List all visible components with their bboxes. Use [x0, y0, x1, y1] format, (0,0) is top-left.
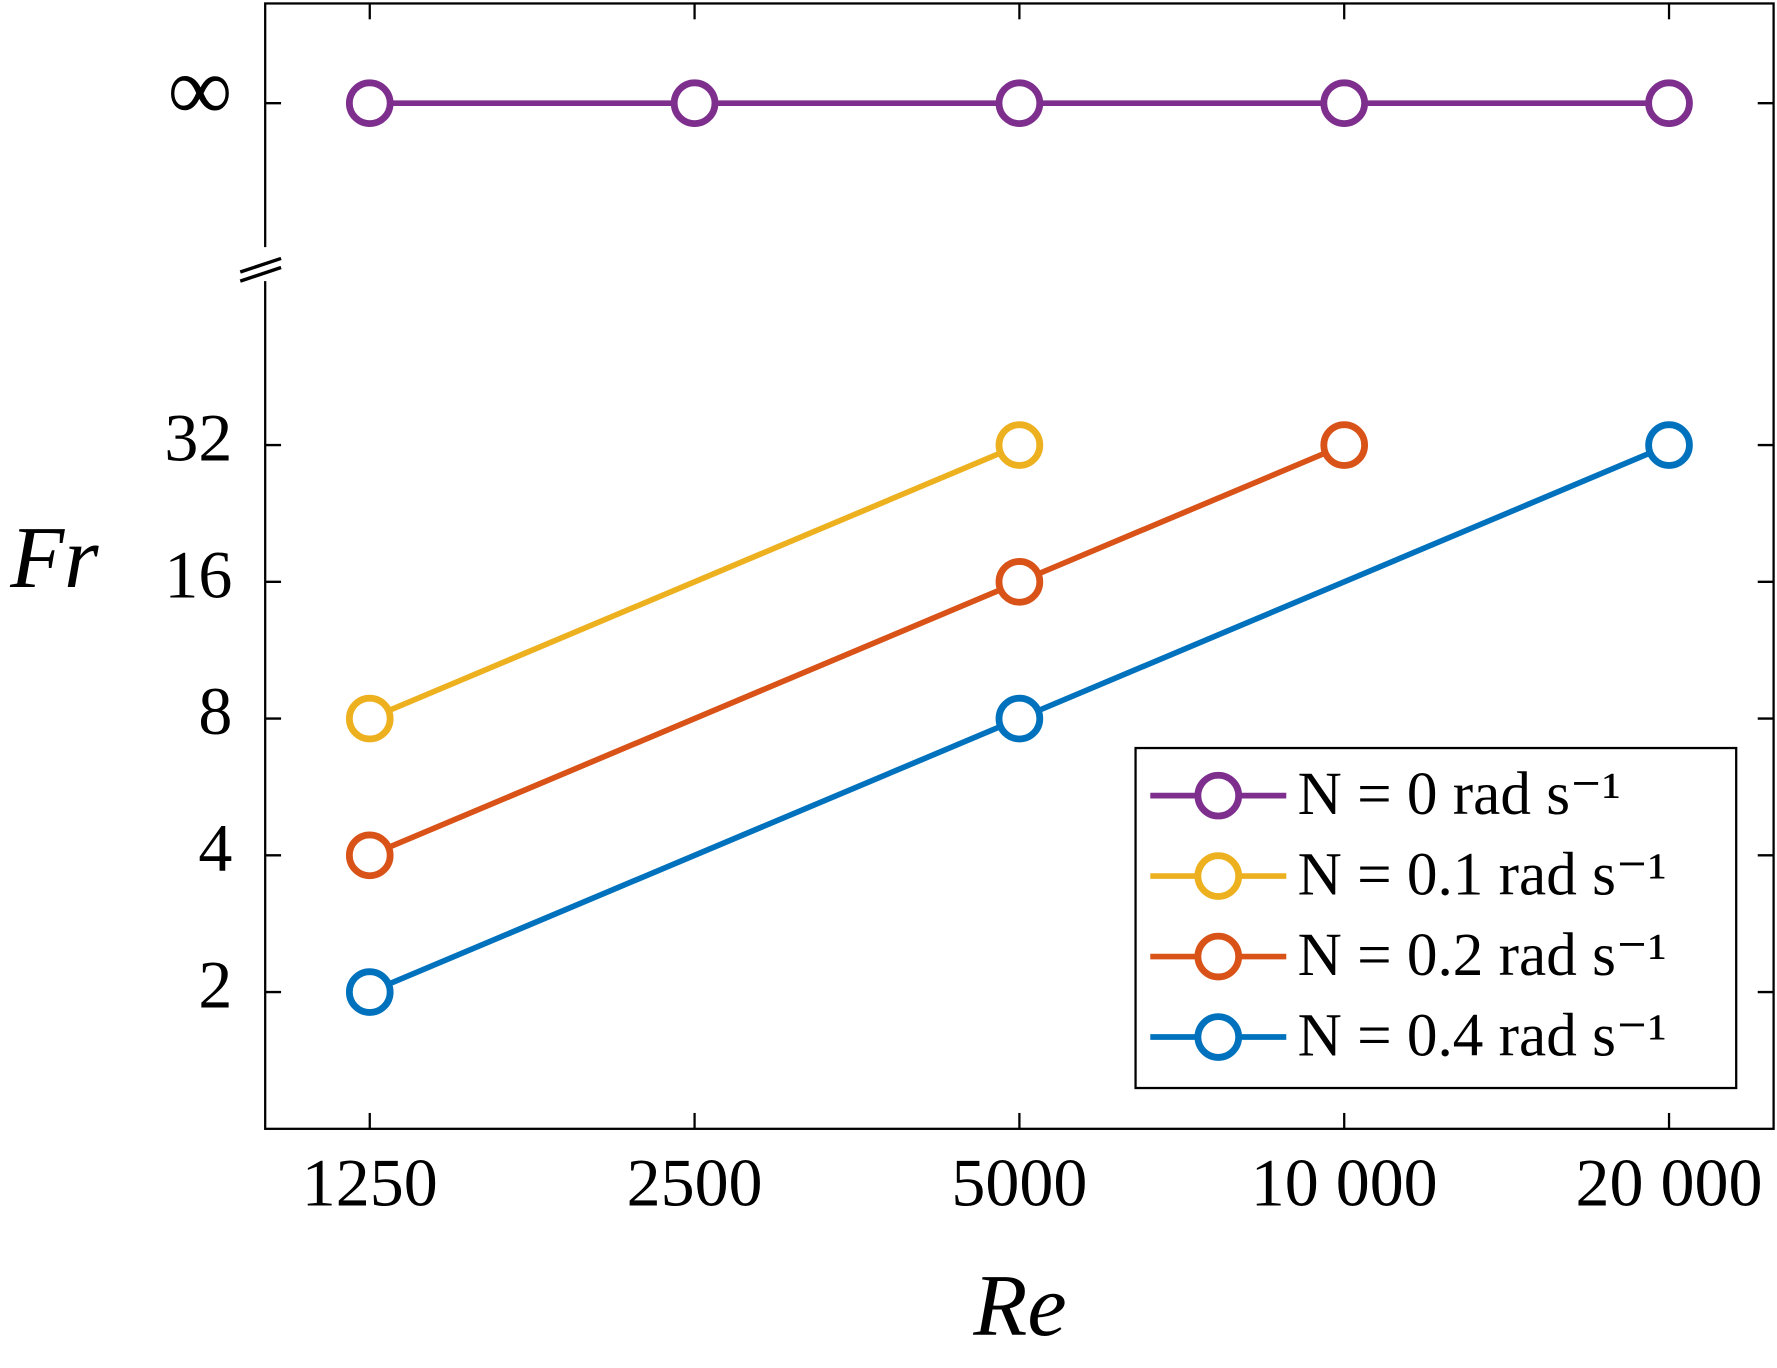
- marker: [995, 79, 1044, 127]
- y-tick-label: 16: [164, 536, 232, 612]
- y-axis-label: Fr: [9, 509, 99, 607]
- marker: [345, 79, 394, 127]
- marker: [1645, 421, 1693, 469]
- y-tick-label: 4: [198, 810, 232, 886]
- series-line: [368, 442, 1021, 722]
- legend-label: N = 0 rad s⁻¹: [1298, 760, 1621, 828]
- legend-label: N = 0.1 rad s⁻¹: [1298, 841, 1667, 909]
- y-tick-label: 2: [198, 947, 232, 1023]
- legend-label: N = 0.4 rad s⁻¹: [1298, 1002, 1667, 1070]
- marker: [995, 558, 1044, 606]
- legend-marker: [1194, 771, 1243, 820]
- x-tick-label: 20 000: [1576, 1145, 1763, 1221]
- marker: [995, 694, 1044, 743]
- y-tick-label: 32: [164, 400, 232, 476]
- marker: [1645, 79, 1693, 127]
- legend-marker: [1194, 852, 1243, 900]
- marker: [1320, 79, 1369, 127]
- x-tick-label: 10 000: [1251, 1145, 1438, 1221]
- x-axis-label: Re: [972, 1257, 1066, 1355]
- legend: N = 0 rad s⁻¹ N = 0.1 rad s⁻¹ N = 0.2 rad …: [1134, 746, 1738, 1090]
- legend-marker: [1194, 1013, 1243, 1061]
- legend-marker: [1194, 932, 1243, 981]
- axis-break: [239, 247, 282, 283]
- x-tick-label: 2500: [627, 1145, 763, 1221]
- marker: [345, 831, 394, 880]
- marker: [995, 421, 1044, 469]
- marker: [670, 79, 719, 127]
- marker: [1320, 421, 1369, 469]
- marker: [345, 968, 394, 1016]
- y-tick-label: ∞: [168, 38, 233, 139]
- x-tick-label: 5000: [951, 1145, 1087, 1221]
- y-tick-label: 8: [198, 673, 232, 749]
- x-tick-label: 1250: [302, 1145, 438, 1221]
- legend-label: N = 0.2 rad s⁻¹: [1298, 921, 1667, 989]
- marker: [345, 694, 394, 743]
